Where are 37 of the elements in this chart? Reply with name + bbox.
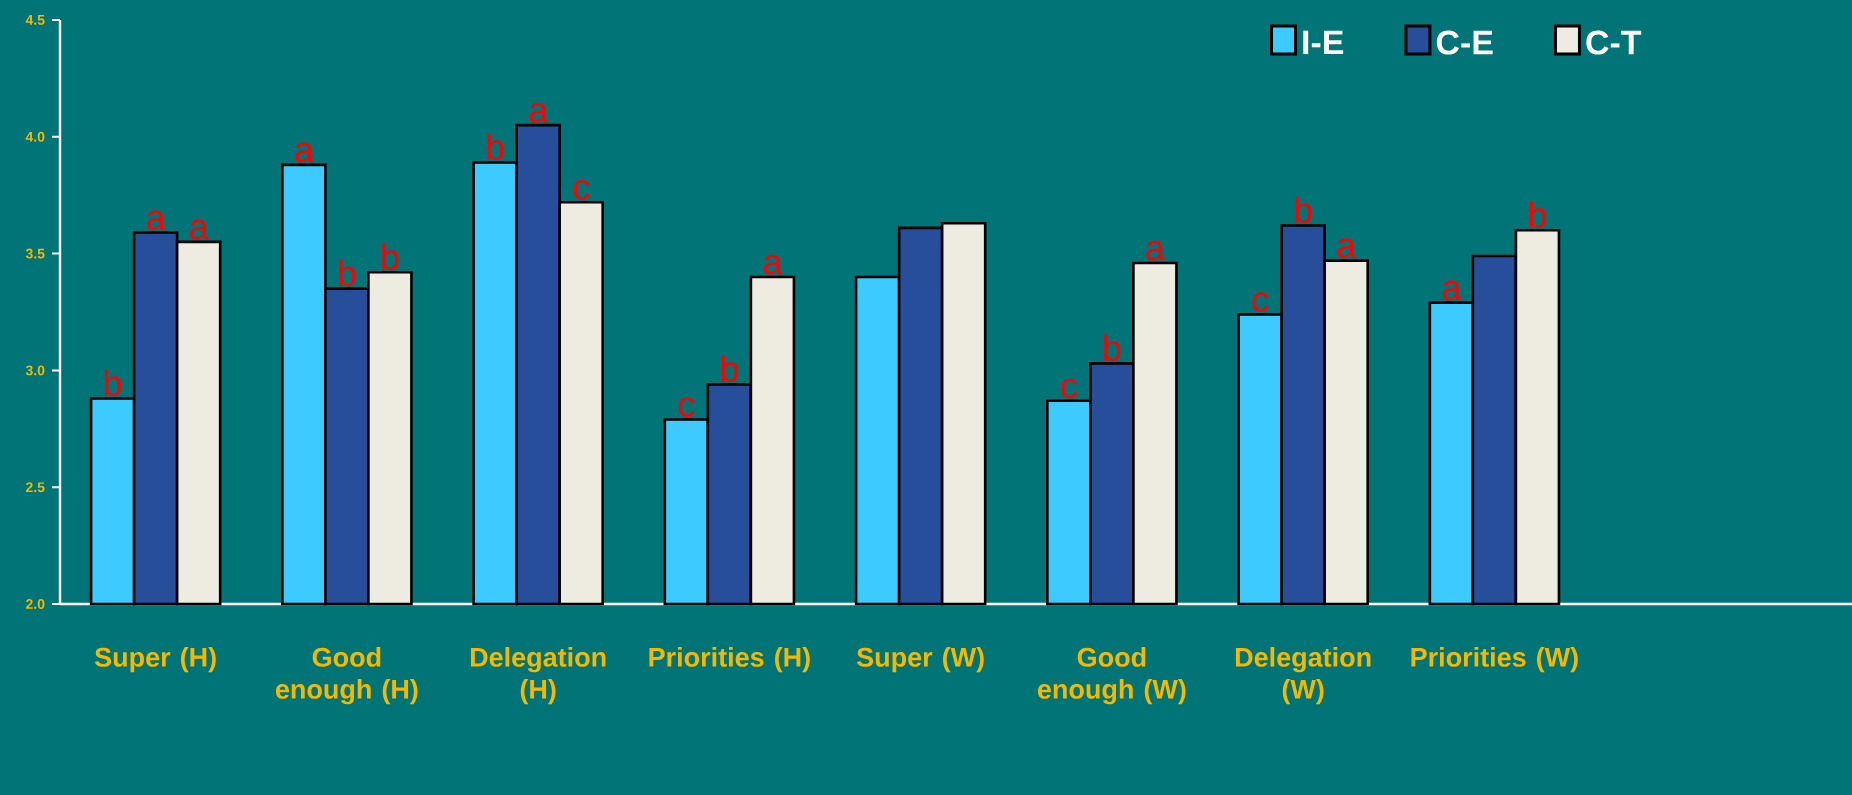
y-tick-label: 2.5 (26, 482, 45, 493)
data-label: c (1252, 292, 1269, 312)
legend-label: C-E (1436, 30, 1493, 55)
y-tick-label: 3.5 (25, 248, 45, 259)
data-label: a (763, 254, 783, 275)
data-label: a (295, 142, 314, 163)
data-label: b (1529, 201, 1546, 228)
data-label: b (487, 133, 504, 161)
data-label: a (1442, 280, 1462, 301)
data-label: b (339, 259, 356, 287)
data-label: a (1146, 240, 1165, 261)
data-label: a (1337, 238, 1357, 259)
x-tick-label: Super (W) (856, 647, 984, 673)
y-tick-label: 4.5 (25, 15, 45, 25)
data-label: c (573, 180, 590, 200)
data-label: a (529, 102, 549, 123)
data-label: b (721, 355, 738, 383)
data-label: c (678, 397, 695, 418)
x-tick-label: Priorities (H) (649, 647, 810, 673)
data-label: b (104, 369, 122, 397)
data-label: a (190, 219, 209, 240)
x-tick-label: Delegation (H) (470, 647, 606, 705)
x-tick-label: Delegation (W) (1235, 647, 1371, 705)
y-tick-label: 2.0 (26, 599, 45, 609)
legend-label: C-T (1586, 30, 1642, 55)
y-tick-label: 3.0 (25, 365, 45, 376)
data-label: b (1295, 196, 1312, 224)
data-label: c (1061, 378, 1077, 399)
x-tick-label: Good enough (H) (275, 647, 418, 705)
legend-label: I-E (1303, 30, 1344, 55)
x-tick-label: Good enough (W) (1037, 647, 1186, 705)
data-label: b (1104, 334, 1121, 361)
data-label: a (147, 210, 166, 231)
x-tick-label: Priorities (W) (1411, 647, 1578, 673)
y-tick-label: 4.0 (25, 131, 45, 142)
x-tick-label: Super (H) (94, 647, 216, 673)
data-label: b (382, 243, 399, 270)
